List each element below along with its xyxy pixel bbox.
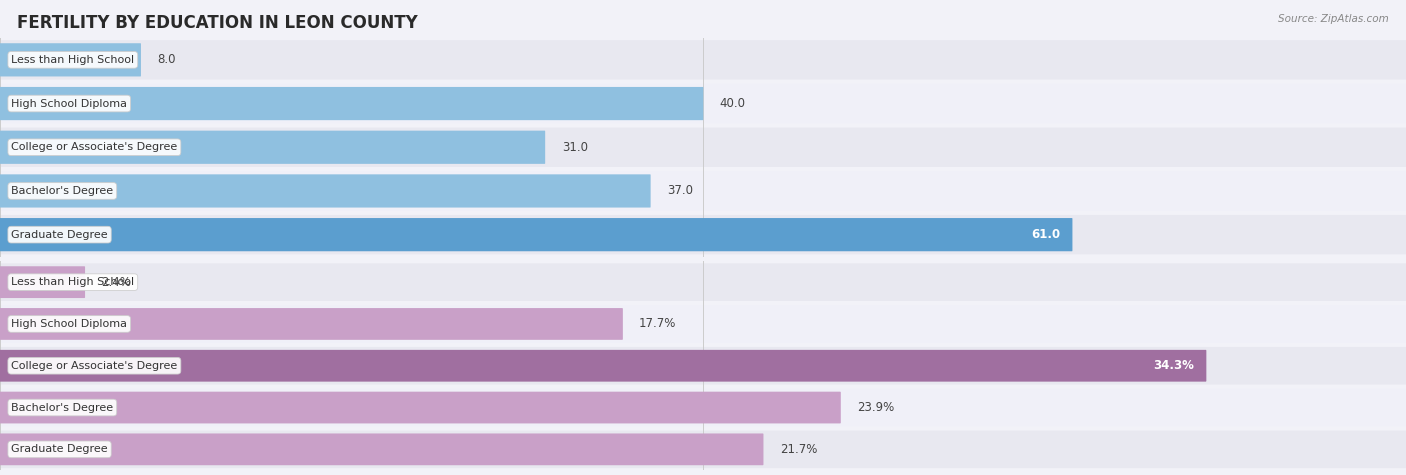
FancyBboxPatch shape: [0, 131, 546, 164]
Text: Bachelor's Degree: Bachelor's Degree: [11, 186, 114, 196]
Text: FERTILITY BY EDUCATION IN LEON COUNTY: FERTILITY BY EDUCATION IN LEON COUNTY: [17, 14, 418, 32]
FancyBboxPatch shape: [0, 430, 1406, 468]
Text: College or Associate's Degree: College or Associate's Degree: [11, 361, 177, 371]
Text: Source: ZipAtlas.com: Source: ZipAtlas.com: [1278, 14, 1389, 24]
FancyBboxPatch shape: [0, 171, 1406, 210]
FancyBboxPatch shape: [0, 308, 623, 340]
Text: Bachelor's Degree: Bachelor's Degree: [11, 402, 114, 413]
Text: 8.0: 8.0: [157, 53, 176, 67]
Text: 37.0: 37.0: [666, 184, 693, 198]
Text: 34.3%: 34.3%: [1153, 359, 1195, 372]
Text: Graduate Degree: Graduate Degree: [11, 229, 108, 240]
Text: Less than High School: Less than High School: [11, 277, 135, 287]
FancyBboxPatch shape: [0, 84, 1406, 123]
Text: Less than High School: Less than High School: [11, 55, 135, 65]
FancyBboxPatch shape: [0, 347, 1406, 385]
Text: 40.0: 40.0: [720, 97, 745, 110]
Text: Graduate Degree: Graduate Degree: [11, 444, 108, 455]
FancyBboxPatch shape: [0, 87, 703, 120]
FancyBboxPatch shape: [0, 434, 763, 465]
Text: High School Diploma: High School Diploma: [11, 319, 128, 329]
FancyBboxPatch shape: [0, 128, 1406, 167]
FancyBboxPatch shape: [0, 305, 1406, 343]
FancyBboxPatch shape: [0, 392, 841, 423]
FancyBboxPatch shape: [0, 174, 651, 208]
Text: 23.9%: 23.9%: [856, 401, 894, 414]
FancyBboxPatch shape: [0, 43, 141, 76]
FancyBboxPatch shape: [0, 350, 1206, 381]
Text: 2.4%: 2.4%: [101, 276, 131, 289]
FancyBboxPatch shape: [0, 266, 84, 298]
FancyBboxPatch shape: [0, 263, 1406, 301]
FancyBboxPatch shape: [0, 389, 1406, 427]
FancyBboxPatch shape: [0, 218, 1073, 251]
Text: 21.7%: 21.7%: [779, 443, 817, 456]
FancyBboxPatch shape: [0, 215, 1406, 254]
Text: 31.0: 31.0: [562, 141, 588, 154]
Text: 17.7%: 17.7%: [638, 317, 676, 331]
Text: High School Diploma: High School Diploma: [11, 98, 128, 109]
Text: College or Associate's Degree: College or Associate's Degree: [11, 142, 177, 152]
FancyBboxPatch shape: [0, 40, 1406, 79]
Text: 61.0: 61.0: [1032, 228, 1062, 241]
